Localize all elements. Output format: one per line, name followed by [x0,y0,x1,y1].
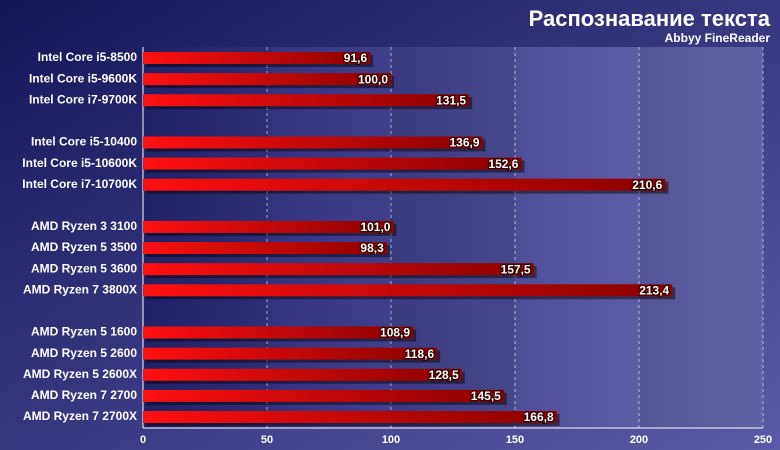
chart-title: Распознавание текста [529,6,771,31]
value-label: 91,6 [344,51,368,65]
plot-area [143,47,763,428]
y-tick-label: Intel Core i7-10700K [22,177,137,191]
band [639,47,763,428]
band [143,47,267,428]
x-tick-label: 0 [140,434,146,446]
value-label: 166,8 [524,410,554,424]
bar [143,284,673,297]
y-tick-label: Intel Core i5-10400 [31,135,137,149]
x-tick-label: 200 [630,434,648,446]
y-tick-label: AMD Ryzen 5 2600X [23,367,137,381]
y-tick-label: AMD Ryzen 5 1600 [31,325,137,339]
value-label: 98,3 [360,241,384,255]
value-label: 213,4 [639,283,669,297]
y-tick-label: AMD Ryzen 7 3800X [23,282,137,296]
value-label: 145,5 [471,389,501,403]
bar [143,52,371,64]
value-label: 128,5 [429,368,459,382]
y-tick-label: Intel Core i5-10600K [22,156,137,170]
bar [143,389,504,402]
x-tick-label: 100 [382,434,400,446]
y-tick-label: AMD Ryzen 3 3100 [31,219,137,233]
y-tick-label: AMD Ryzen 5 2600 [31,346,137,360]
y-tick-label: Intel Core i5-8500 [38,50,138,64]
bar [143,263,534,276]
value-label: 108,9 [380,326,410,340]
chart-subtitle: Abbyy FineReader [665,31,771,45]
y-tick-label: Intel Core i7-9700K [29,92,137,106]
band [391,47,515,428]
bar [143,94,470,107]
y-tick-label: AMD Ryzen 5 3500 [31,240,137,254]
value-label: 118,6 [405,347,435,361]
x-tick-label: 250 [754,434,772,446]
bar [143,368,462,381]
bar [143,411,557,423]
value-label: 210,6 [632,178,662,192]
value-label: 101,0 [360,220,390,234]
y-tick-label: AMD Ryzen 5 3600 [31,261,137,275]
x-tick-label: 50 [261,434,273,446]
y-tick-label: Intel Core i5-9600K [29,71,137,85]
bar [143,347,438,360]
bar [143,157,522,170]
value-label: 136,9 [449,136,479,150]
bar [143,178,666,191]
y-tick-label: AMD Ryzen 7 2700X [23,409,137,423]
y-tick-label: AMD Ryzen 7 2700 [31,388,137,402]
value-label: 100,0 [358,72,388,86]
bar [143,326,414,339]
bar [143,220,394,233]
value-label: 131,5 [436,93,466,107]
value-label: 157,5 [501,262,531,276]
value-label: 152,6 [488,157,518,171]
bar [143,73,391,86]
bar [143,242,387,255]
bar [143,136,483,149]
x-tick-label: 150 [506,434,524,446]
